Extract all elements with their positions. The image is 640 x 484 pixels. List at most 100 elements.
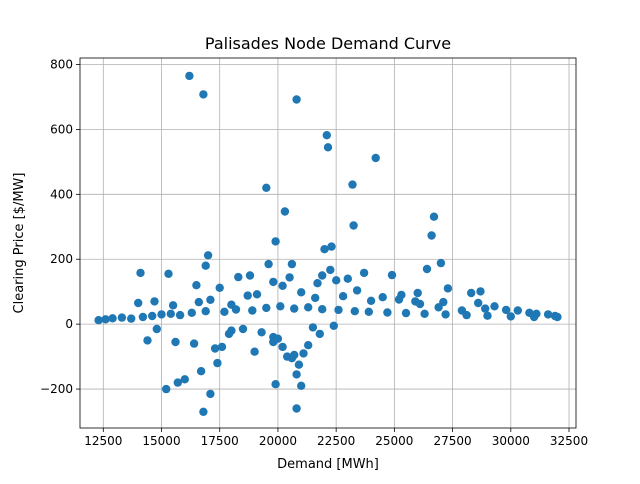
scatter-point xyxy=(299,349,308,358)
scatter-point xyxy=(175,310,185,320)
scatter-point xyxy=(483,311,492,320)
scatter-point xyxy=(224,329,234,339)
grid xyxy=(80,58,576,428)
scatter-point xyxy=(490,302,499,311)
x-tick-label: 25000 xyxy=(375,434,413,448)
scatter-point xyxy=(287,259,297,269)
scatter-point xyxy=(441,310,450,319)
scatter-point xyxy=(173,378,182,387)
scatter-point xyxy=(143,336,152,345)
scatter-point xyxy=(201,307,210,316)
y-axis-ticks: −200 0 200 400 600 800 xyxy=(40,57,80,396)
scatter-point xyxy=(415,299,425,309)
scatter-point xyxy=(250,347,259,356)
scatter-point xyxy=(383,308,392,317)
x-axis-label: Demand [MWh] xyxy=(277,457,379,472)
scatter-point xyxy=(366,296,376,305)
scatter-point xyxy=(315,329,324,339)
scatter-point xyxy=(420,309,429,318)
scatter-point xyxy=(127,314,136,323)
scatter-point xyxy=(262,183,271,192)
scatter-point xyxy=(311,293,320,303)
scatter-point xyxy=(238,324,248,334)
scatter-point xyxy=(378,293,387,302)
scatter-point xyxy=(332,276,341,285)
scatter-point xyxy=(371,153,380,163)
y-axis-label: Clearing Price [$/MW] xyxy=(12,173,27,314)
scatter-point xyxy=(231,305,241,314)
scatter-point xyxy=(348,180,357,189)
scatter-point xyxy=(257,328,266,337)
scatter-point xyxy=(134,298,143,308)
scatter-point xyxy=(513,306,522,315)
scatter-point xyxy=(285,273,294,282)
scatter-point xyxy=(166,309,175,318)
scatter-point xyxy=(401,308,411,318)
scatter-point xyxy=(280,207,290,216)
scatter-point xyxy=(427,231,436,240)
y-tick-label: 600 xyxy=(50,122,73,136)
scatter-point xyxy=(215,283,224,292)
scatter-point xyxy=(304,303,313,312)
scatter-point xyxy=(187,308,196,317)
scatter-point xyxy=(234,272,243,282)
scatter-point xyxy=(252,290,262,299)
scatter-point xyxy=(168,301,178,310)
scatter-point xyxy=(199,407,208,416)
scatter-point xyxy=(203,251,213,260)
scatter-point xyxy=(304,341,313,350)
scatter-point xyxy=(152,324,161,334)
scatter-point xyxy=(213,358,222,368)
scatter-point xyxy=(220,307,229,316)
scatter-point xyxy=(206,389,215,399)
scatter-point xyxy=(481,304,490,313)
scatter-point xyxy=(322,131,331,140)
scatter-point xyxy=(196,367,206,376)
scatter-point xyxy=(434,303,443,312)
scatter-point xyxy=(278,342,287,352)
y-tick-label: −200 xyxy=(40,382,73,396)
scatter-point xyxy=(323,143,333,152)
scatter-point xyxy=(553,312,562,322)
scatter-point xyxy=(326,265,335,275)
scatter-point xyxy=(292,95,301,104)
scatter-point xyxy=(136,268,145,278)
scatter-point xyxy=(543,310,553,319)
plot-frame xyxy=(79,57,577,429)
scatter-point xyxy=(474,298,483,308)
scatter-point xyxy=(422,264,432,274)
scatter-point xyxy=(117,313,127,322)
scatter-point xyxy=(243,291,252,300)
scatter-point xyxy=(290,350,299,360)
scatter-point xyxy=(308,323,318,332)
x-tick-label: 12500 xyxy=(84,434,122,448)
data-points xyxy=(94,71,562,416)
scatter-point xyxy=(359,268,369,278)
scatter-point xyxy=(276,302,285,311)
scatter-point xyxy=(467,288,476,298)
x-tick-label: 20000 xyxy=(259,434,297,448)
x-tick-label: 32500 xyxy=(550,434,588,448)
scatter-point xyxy=(350,307,359,316)
scatter-point xyxy=(297,381,306,390)
y-tick-label: 200 xyxy=(50,252,73,266)
scatter-point xyxy=(273,334,283,343)
scatter-point xyxy=(189,339,199,348)
scatter-point xyxy=(278,281,287,290)
scatter-point xyxy=(294,360,304,369)
scatter-point xyxy=(192,281,201,290)
scatter-point xyxy=(334,305,343,315)
scatter-point xyxy=(338,292,348,301)
scatter-point xyxy=(343,274,352,283)
x-tick-label: 17500 xyxy=(201,434,239,448)
scatter-point xyxy=(271,237,280,246)
scatter-point xyxy=(327,242,336,251)
scatter-point xyxy=(349,221,358,230)
x-tick-label: 27500 xyxy=(433,434,471,448)
scatter-point xyxy=(292,404,301,413)
scatter-point xyxy=(329,321,338,330)
scatter-point xyxy=(271,380,280,389)
